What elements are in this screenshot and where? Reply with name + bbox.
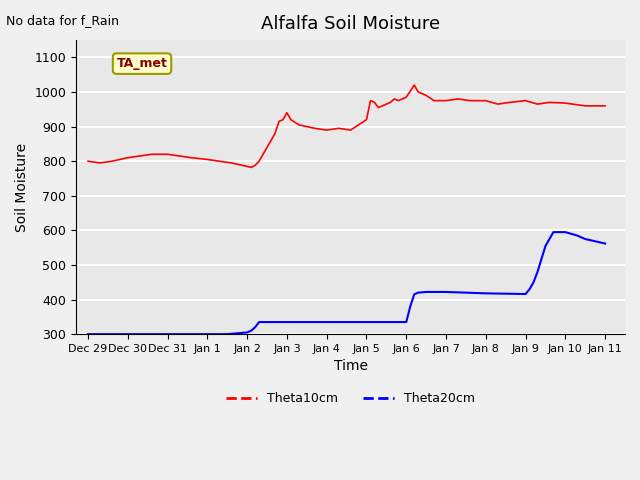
Theta20cm bbox=[383, 319, 390, 325]
Theta20cm bbox=[184, 331, 191, 337]
X-axis label: Time: Time bbox=[333, 360, 367, 373]
Theta20cm bbox=[283, 319, 291, 325]
Text: No data for f_Rain: No data for f_Rain bbox=[6, 14, 120, 27]
Theta20cm bbox=[561, 229, 569, 235]
Theta20cm bbox=[204, 331, 211, 337]
Theta10cm bbox=[204, 156, 211, 162]
Y-axis label: Soil Moisture: Soil Moisture bbox=[15, 143, 29, 232]
Theta20cm bbox=[482, 290, 490, 296]
Title: Alfalfa Soil Moisture: Alfalfa Soil Moisture bbox=[261, 15, 440, 33]
Theta10cm bbox=[247, 165, 255, 170]
Theta20cm bbox=[303, 319, 310, 325]
Theta10cm bbox=[387, 99, 394, 105]
Theta20cm bbox=[403, 319, 410, 325]
Theta20cm bbox=[502, 291, 509, 297]
Theta10cm bbox=[410, 82, 418, 88]
Line: Theta10cm: Theta10cm bbox=[88, 85, 605, 168]
Theta20cm bbox=[406, 304, 414, 310]
Theta20cm bbox=[323, 319, 330, 325]
Theta20cm bbox=[247, 328, 255, 334]
Theta20cm bbox=[255, 319, 263, 325]
Legend: Theta10cm, Theta20cm: Theta10cm, Theta20cm bbox=[221, 387, 481, 410]
Theta20cm bbox=[541, 243, 549, 249]
Theta10cm bbox=[371, 99, 378, 105]
Theta20cm bbox=[573, 233, 581, 239]
Theta10cm bbox=[287, 117, 295, 122]
Theta20cm bbox=[550, 229, 557, 235]
Theta20cm bbox=[84, 331, 92, 337]
Theta20cm bbox=[104, 331, 112, 337]
Theta20cm bbox=[363, 319, 371, 325]
Theta20cm bbox=[164, 331, 172, 337]
Theta20cm bbox=[462, 290, 470, 296]
Theta20cm bbox=[442, 289, 450, 295]
Theta10cm bbox=[601, 103, 609, 109]
Theta20cm bbox=[410, 291, 418, 297]
Text: TA_met: TA_met bbox=[116, 57, 168, 70]
Theta20cm bbox=[530, 279, 538, 285]
Theta20cm bbox=[144, 331, 152, 337]
Theta20cm bbox=[243, 330, 251, 336]
Line: Theta20cm: Theta20cm bbox=[88, 232, 605, 334]
Theta20cm bbox=[534, 269, 541, 275]
Theta10cm bbox=[84, 158, 92, 164]
Theta20cm bbox=[252, 324, 259, 330]
Theta20cm bbox=[263, 319, 271, 325]
Theta20cm bbox=[124, 331, 132, 337]
Theta20cm bbox=[522, 291, 529, 297]
Theta20cm bbox=[223, 331, 231, 337]
Theta20cm bbox=[414, 290, 422, 296]
Theta10cm bbox=[414, 89, 422, 95]
Theta10cm bbox=[383, 101, 390, 107]
Theta20cm bbox=[601, 240, 609, 246]
Theta20cm bbox=[271, 319, 279, 325]
Theta20cm bbox=[422, 289, 430, 295]
Theta20cm bbox=[525, 286, 533, 292]
Theta20cm bbox=[343, 319, 351, 325]
Theta20cm bbox=[581, 236, 589, 242]
